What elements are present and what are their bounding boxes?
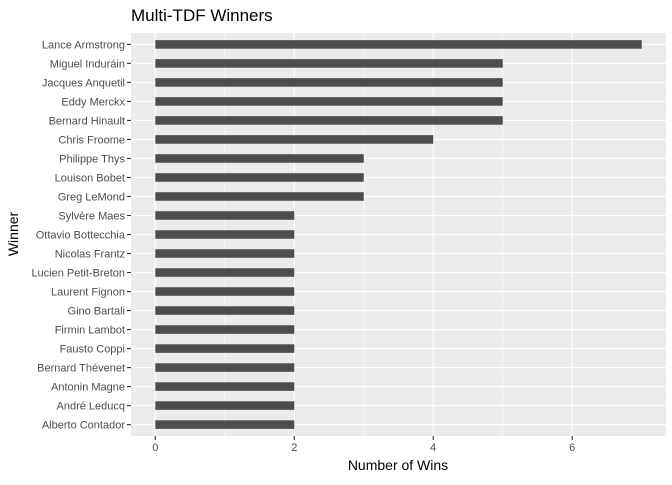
y-tick-label: Lance Armstrong bbox=[42, 39, 125, 51]
y-tick-label: André Leducq bbox=[57, 401, 126, 413]
y-tick-label: Lucien Petit-Breton bbox=[31, 268, 125, 280]
bar bbox=[155, 59, 503, 68]
y-tick-label: Laurent Fignon bbox=[51, 287, 125, 299]
y-tick-label: Nicolas Frantz bbox=[55, 249, 125, 261]
x-axis: 0 2 4 6 bbox=[152, 436, 575, 454]
bar bbox=[155, 363, 295, 372]
bar bbox=[155, 173, 364, 182]
bar bbox=[155, 116, 503, 125]
y-tick-label: Alberto Contador bbox=[42, 420, 125, 432]
y-tick-label: Firmin Lambot bbox=[55, 325, 125, 337]
y-tick-label: Sylvère Maes bbox=[58, 210, 125, 222]
x-axis-title: Number of Wins bbox=[348, 457, 448, 473]
bar bbox=[155, 382, 295, 391]
y-tick-label: Greg LeMond bbox=[58, 191, 125, 203]
y-tick-label: Bernard Hinault bbox=[49, 115, 125, 127]
bar bbox=[155, 344, 295, 353]
bar bbox=[155, 401, 295, 410]
bar bbox=[155, 154, 364, 163]
bars bbox=[155, 40, 642, 429]
bar bbox=[155, 249, 295, 258]
bar bbox=[155, 230, 295, 239]
bar bbox=[155, 306, 295, 315]
bar bbox=[155, 78, 503, 87]
bar bbox=[155, 97, 503, 106]
y-tick-label: Miguel Induráin bbox=[50, 58, 125, 70]
y-tick-label: Gino Bartali bbox=[68, 306, 125, 318]
x-tick-label: 6 bbox=[569, 442, 575, 454]
y-tick-label: Antonin Magne bbox=[51, 382, 125, 394]
y-tick-label: Philippe Thys bbox=[59, 153, 125, 165]
bar bbox=[155, 420, 295, 429]
bar bbox=[155, 287, 295, 296]
y-tick-label: Jacques Anquetil bbox=[42, 77, 125, 89]
y-axis: Lance Armstrong Miguel Induráin Jacques An… bbox=[31, 39, 131, 432]
y-tick-label: Chris Froome bbox=[58, 134, 125, 146]
y-tick-label: Eddy Merckx bbox=[61, 96, 125, 108]
y-tick-label: Louison Bobet bbox=[55, 172, 125, 184]
x-tick-label: 4 bbox=[430, 442, 436, 454]
y-axis-title: Winner bbox=[5, 211, 21, 256]
bar bbox=[155, 40, 642, 49]
y-tick-label: Ottavio Bottecchia bbox=[36, 230, 126, 242]
bar bbox=[155, 325, 295, 334]
y-tick-label: Bernard Thévenet bbox=[37, 363, 125, 375]
bar bbox=[155, 135, 434, 144]
x-tick-label: 2 bbox=[291, 442, 297, 454]
chart-title: Multi-TDF Winners bbox=[131, 6, 273, 25]
bar bbox=[155, 211, 295, 220]
bar bbox=[155, 192, 364, 201]
x-tick-label: 0 bbox=[152, 442, 158, 454]
y-tick-label: Fausto Coppi bbox=[60, 344, 125, 356]
bar bbox=[155, 268, 295, 277]
